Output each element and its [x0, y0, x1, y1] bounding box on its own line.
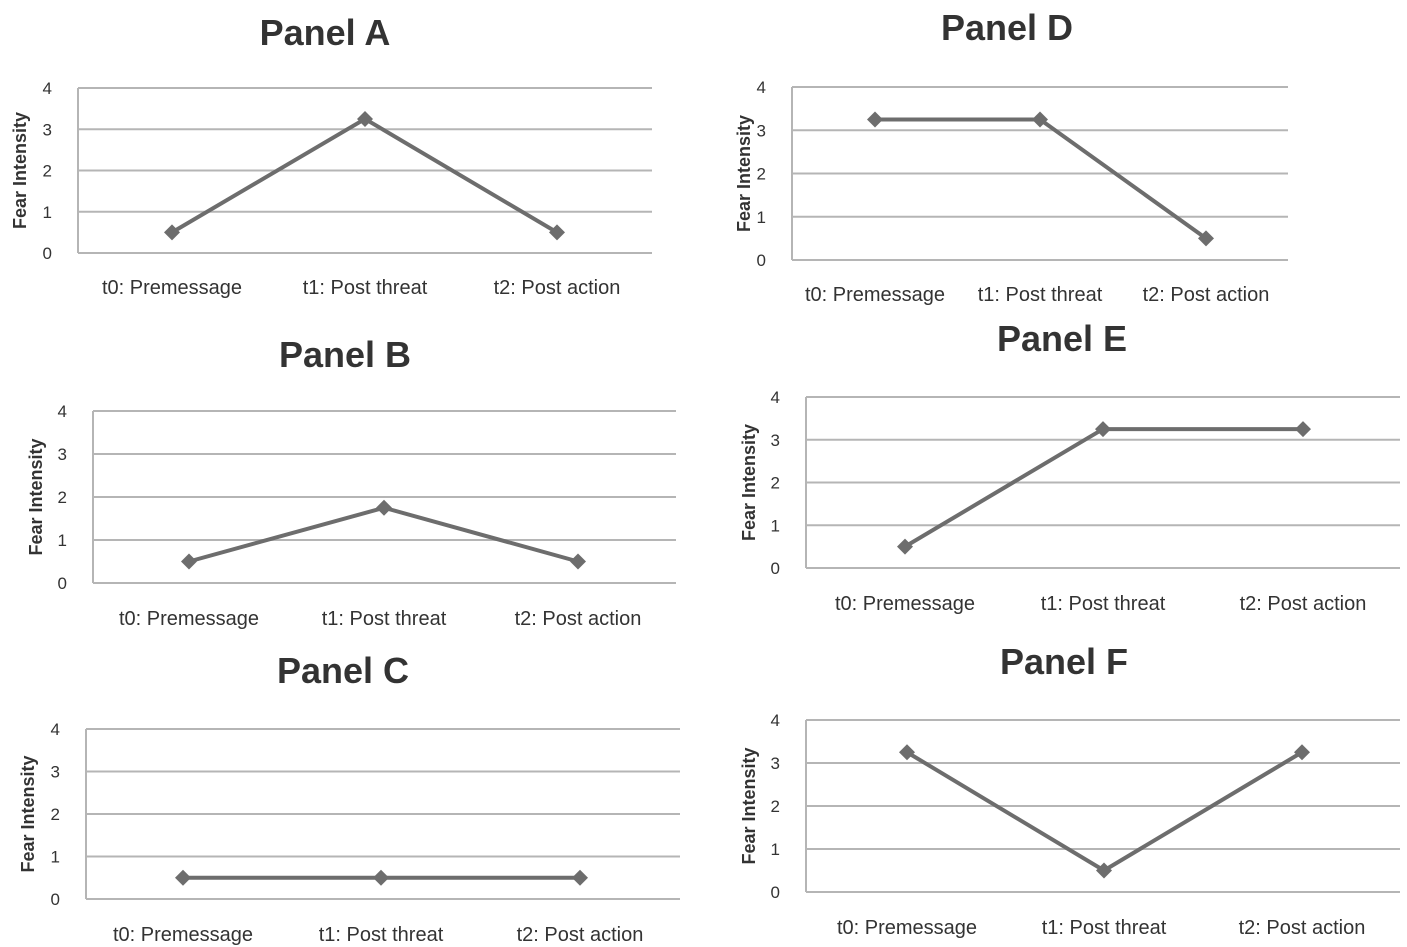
y-tick-label: 3 — [51, 763, 60, 782]
panel-d-chart: Panel D Fear Intensity 0 1 2 3 4 t0: Premessage… — [715, 0, 1407, 315]
y-tick-label: 1 — [43, 203, 52, 222]
data-point-marker — [164, 224, 180, 241]
y-tick-label: 4 — [771, 711, 780, 730]
y-axis-label: Fear Intensity — [26, 438, 46, 555]
x-category-label: t2: Post action — [1240, 593, 1367, 615]
y-tick-label: 2 — [58, 488, 67, 507]
x-category-label: t0: Premessage — [119, 608, 259, 630]
panel-title: Panel C — [277, 650, 409, 691]
series-line — [905, 750, 1304, 873]
y-tick-label: 4 — [58, 402, 67, 421]
x-category-label: t0: Premessage — [837, 917, 977, 939]
y-tick-label: 0 — [757, 251, 766, 270]
series-line — [875, 117, 1208, 241]
data-point-marker — [572, 869, 588, 886]
data-point-marker — [867, 111, 883, 128]
panel-title: Panel F — [1000, 641, 1128, 682]
x-category-label: t0: Premessage — [113, 924, 253, 946]
panel-e-chart: Panel E Fear Intensity 0 1 2 3 4 t0: Premessage… — [715, 305, 1407, 625]
y-tick-label: 0 — [43, 244, 52, 263]
data-point-marker — [1295, 421, 1311, 438]
y-tick-label: 1 — [771, 516, 780, 535]
x-category-label: t0: Premessage — [805, 284, 945, 306]
y-tick-label: 1 — [757, 208, 766, 227]
data-point-marker — [1095, 421, 1111, 438]
data-point-marker — [1032, 111, 1048, 128]
data-point-marker — [175, 869, 191, 886]
data-point-marker — [1294, 744, 1310, 761]
data-point-marker — [570, 553, 586, 570]
x-category-label: t1: Post threat — [322, 608, 447, 630]
y-tick-label: 2 — [757, 165, 766, 184]
y-tick-label: 3 — [58, 445, 67, 464]
y-axis-label: Fear Intensity — [739, 424, 759, 541]
y-tick-label: 0 — [51, 890, 60, 909]
panel-title: Panel A — [260, 12, 391, 53]
x-category-label: t2: Post action — [1143, 284, 1270, 306]
y-tick-label: 1 — [771, 840, 780, 859]
y-tick-label: 4 — [51, 720, 60, 739]
series-line — [170, 116, 559, 235]
y-tick-label: 0 — [771, 883, 780, 902]
y-tick-label: 2 — [771, 797, 780, 816]
data-point-marker — [1198, 230, 1214, 247]
x-category-label: t1: Post threat — [319, 924, 444, 946]
y-tick-label: 4 — [43, 79, 52, 98]
data-point-marker — [899, 744, 915, 761]
panel-c-chart: Panel C Fear Intensity 0 1 2 3 4 t0: Premessage… — [0, 640, 700, 947]
x-category-label: t2: Post action — [494, 277, 621, 299]
y-tick-label: 2 — [51, 805, 60, 824]
y-axis-label: Fear Intensity — [739, 747, 759, 864]
panel-title: Panel D — [941, 7, 1073, 48]
x-category-label: t2: Post action — [517, 924, 644, 946]
y-tick-label: 0 — [58, 574, 67, 593]
x-category-label: t1: Post threat — [1042, 917, 1167, 939]
data-point-marker — [373, 869, 389, 886]
data-point-marker — [181, 553, 197, 570]
data-point-marker — [897, 538, 913, 555]
data-point-marker — [549, 224, 565, 241]
panel-a-chart: Panel A Fear Intensity 0 1 2 3 4 t0: Premessage… — [0, 0, 690, 310]
series-line — [188, 505, 579, 564]
y-tick-label: 2 — [43, 162, 52, 181]
y-tick-label: 1 — [51, 848, 60, 867]
y-tick-label: 0 — [771, 559, 780, 578]
x-category-label: t2: Post action — [1239, 917, 1366, 939]
x-category-label: t2: Post action — [515, 608, 642, 630]
y-axis-label: Fear Intensity — [10, 112, 30, 229]
y-tick-label: 3 — [757, 121, 766, 140]
y-tick-label: 2 — [771, 474, 780, 493]
y-tick-label: 3 — [771, 431, 780, 450]
x-category-label: t1: Post threat — [303, 277, 428, 299]
x-category-label: t0: Premessage — [102, 277, 242, 299]
data-point-marker — [357, 110, 373, 127]
panel-b-chart: Panel B Fear Intensity 0 1 2 3 4 t0: Premessage… — [0, 325, 700, 635]
panel-title: Panel E — [997, 318, 1127, 359]
x-category-label: t1: Post threat — [978, 284, 1103, 306]
y-tick-label: 3 — [771, 754, 780, 773]
y-tick-label: 3 — [43, 120, 52, 139]
data-point-marker — [376, 499, 392, 516]
y-axis-label: Fear Intensity — [734, 115, 754, 232]
data-point-marker — [1096, 862, 1112, 879]
panel-title: Panel B — [279, 334, 411, 375]
panel-f-chart: Panel F Fear Intensity 0 1 2 3 4 t0: Premessage… — [715, 635, 1407, 947]
y-tick-label: 1 — [58, 531, 67, 550]
y-tick-label: 4 — [771, 388, 780, 407]
y-tick-label: 4 — [757, 78, 766, 97]
series-line — [903, 427, 1303, 549]
y-axis-label: Fear Intensity — [18, 755, 38, 872]
x-category-label: t0: Premessage — [835, 593, 975, 615]
x-category-label: t1: Post threat — [1041, 593, 1166, 615]
